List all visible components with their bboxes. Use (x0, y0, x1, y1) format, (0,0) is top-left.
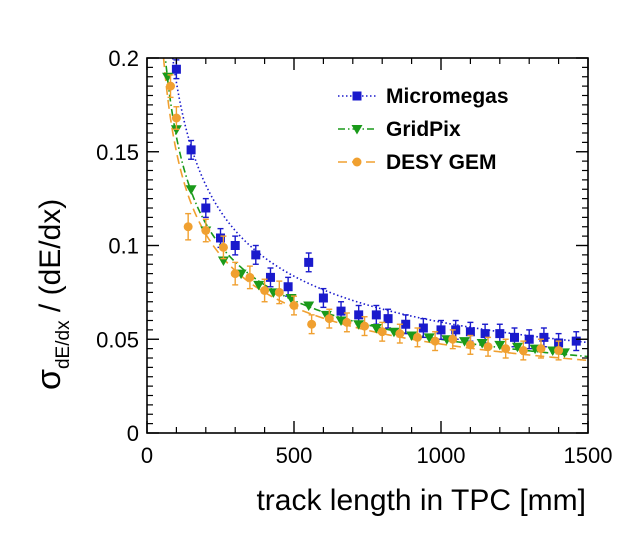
data-point (253, 280, 265, 291)
data-point (304, 257, 314, 267)
data-point (459, 337, 471, 347)
legend-entry-gridpix: GridPix (338, 118, 461, 141)
data-point (274, 287, 284, 297)
data-point (342, 317, 352, 327)
x-axis-title: track length in TPC [mm] (256, 484, 586, 517)
data-point (370, 324, 382, 334)
data-point (476, 339, 488, 349)
data-point (218, 242, 228, 252)
data-point (230, 241, 240, 250)
data-point (510, 332, 519, 342)
data-point (511, 342, 523, 353)
y-axis-title: σdE/dx / (dE/dx) (30, 199, 74, 390)
y-tick-label: 0.1 (108, 234, 139, 259)
legend: Micromegas GridPix DESY GEM (338, 85, 509, 174)
data-point (216, 233, 225, 243)
legend-entry-micromegas: Micromegas (338, 85, 509, 108)
data-point (303, 301, 315, 311)
data-point (401, 319, 411, 329)
fit-curves (162, 58, 588, 362)
data-point (395, 329, 405, 339)
data-point (418, 323, 428, 333)
legend-label: DESY GEM (386, 151, 496, 174)
data-point (465, 340, 475, 350)
data-point (406, 331, 418, 341)
data-point (318, 293, 328, 303)
data-point (495, 329, 505, 339)
data-point (536, 344, 546, 354)
data-point (465, 327, 475, 337)
data-point (483, 342, 493, 352)
data-point (423, 333, 435, 343)
data-point (571, 336, 581, 346)
x-tick-label: 500 (276, 443, 313, 468)
legend-marker (351, 125, 363, 135)
data-point (265, 272, 275, 282)
data-point (230, 269, 240, 279)
data-point (518, 346, 528, 355)
axis-ticks: 0 500 1000 1500 0 0.05 0.1 0.15 0.2 (96, 46, 612, 468)
data-point (260, 286, 270, 295)
data-point (371, 310, 381, 320)
data-point (166, 81, 176, 91)
data-point (501, 344, 511, 354)
series-desy-gem (166, 74, 564, 361)
data-point (377, 327, 387, 337)
data-point (448, 334, 458, 344)
y-tick-label: 0.2 (108, 46, 139, 71)
data-point (201, 226, 211, 235)
plot-frame (146, 57, 589, 434)
y-axis-title-rest: / (dE/dx) (34, 199, 67, 321)
y-axis-title-sigma: σ (30, 369, 68, 390)
data-point (251, 250, 261, 260)
series-gridpix (162, 72, 570, 358)
data-point (307, 319, 317, 329)
data-points (162, 59, 581, 361)
data-point (171, 113, 181, 123)
data-point (360, 321, 370, 331)
x-tick-label: 0 (141, 443, 153, 468)
fit-curve-micromegas (171, 58, 588, 344)
legend-label: Micromegas (386, 85, 509, 108)
data-point (183, 222, 193, 232)
data-point (430, 336, 440, 346)
fit-curve-gridpix (164, 58, 588, 358)
series-micromegas (171, 59, 581, 354)
data-point (524, 334, 534, 344)
legend-entry-desy-gem: DESY GEM (338, 151, 496, 174)
legend-marker (352, 157, 362, 167)
data-point (354, 310, 364, 320)
y-tick-label: 0 (127, 421, 139, 446)
data-point (170, 125, 182, 135)
data-point (289, 301, 299, 310)
data-point (412, 332, 422, 342)
legend-marker (352, 91, 362, 101)
data-point (245, 272, 255, 282)
data-point (324, 314, 334, 324)
data-point (336, 306, 346, 316)
data-point (185, 185, 197, 195)
y-tick-label: 0.15 (96, 140, 139, 165)
data-point (539, 332, 549, 342)
x-tick-label: 1000 (417, 443, 466, 468)
data-point (494, 340, 506, 351)
data-point (283, 282, 293, 292)
y-axis-title-subscript: dE/dx (53, 320, 74, 369)
y-tick-label: 0.05 (96, 327, 139, 352)
fit-curve-desy-gem (162, 58, 588, 362)
data-point (186, 145, 196, 155)
data-point (201, 203, 211, 213)
data-point (436, 325, 446, 335)
data-point (335, 316, 347, 326)
x-tick-label: 1500 (564, 443, 613, 468)
data-point (353, 320, 365, 330)
data-point (171, 64, 181, 74)
data-point (388, 327, 400, 338)
data-point (480, 329, 490, 339)
data-point (554, 346, 564, 355)
data-point (383, 314, 393, 324)
legend-label: GridPix (386, 118, 461, 141)
